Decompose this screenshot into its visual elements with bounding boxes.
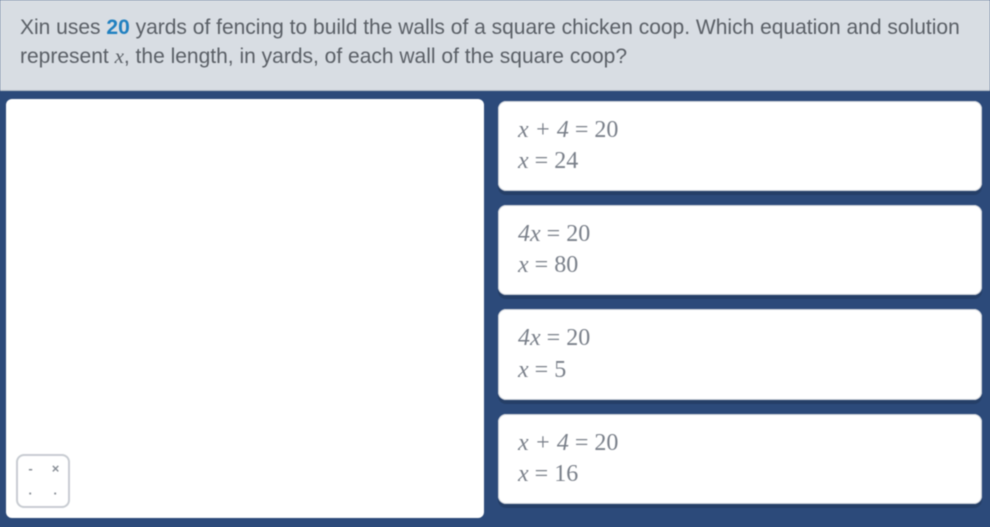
- question-header: Xin uses 20 yards of fencing to build th…: [0, 0, 990, 91]
- option-lhs: 4x: [518, 325, 541, 351]
- option-lhs: x: [518, 357, 529, 383]
- answer-option[interactable]: x + 4 = 20 x = 24: [498, 101, 982, 191]
- options-panel: x + 4 = 20 x = 24 4x = 20 x = 80 4x = 20…: [492, 99, 984, 518]
- work-panel: - × · ·: [6, 99, 484, 518]
- tool-glyph-br: ·: [53, 486, 57, 501]
- answer-option[interactable]: 4x = 20 x = 5: [498, 309, 982, 399]
- option-rhs: 20: [594, 430, 618, 456]
- option-line2: x = 80: [518, 250, 962, 281]
- option-rhs: 16: [554, 461, 578, 487]
- option-line1: x + 4 = 20: [518, 115, 962, 146]
- tool-glyph-tl: -: [28, 461, 32, 476]
- answer-option[interactable]: x + 4 = 20 x = 16: [498, 414, 982, 504]
- option-rhs: 20: [566, 221, 590, 247]
- option-rhs: 20: [566, 325, 590, 351]
- option-lhs: x + 4: [518, 117, 569, 143]
- option-line1: 4x = 20: [518, 323, 962, 354]
- question-text-mid2: , the length, in yards, of each wall of …: [124, 45, 627, 68]
- option-lhs: x + 4: [518, 430, 569, 456]
- option-lhs: x: [518, 252, 529, 278]
- option-rhs: 24: [554, 148, 578, 174]
- math-tools-button[interactable]: - × · ·: [16, 454, 70, 508]
- question-var: x: [115, 44, 124, 68]
- main-area: - × · · x + 4 = 20 x = 24 4x = 20 x = 80…: [0, 91, 990, 526]
- option-line1: x + 4 = 20: [518, 428, 962, 459]
- question-text-pre: Xin uses: [20, 16, 106, 39]
- option-rhs: 80: [554, 252, 578, 278]
- tool-glyph-tr: ×: [52, 461, 60, 476]
- option-rhs: 20: [594, 117, 618, 143]
- option-line2: x = 16: [518, 459, 962, 490]
- option-lhs: 4x: [518, 221, 541, 247]
- answer-option[interactable]: 4x = 20 x = 80: [498, 205, 982, 295]
- option-line2: x = 5: [518, 355, 962, 386]
- option-lhs: x: [518, 461, 529, 487]
- option-line2: x = 24: [518, 146, 962, 177]
- option-lhs: x: [518, 148, 529, 174]
- tool-glyph-bl: ·: [28, 486, 32, 501]
- option-line1: 4x = 20: [518, 219, 962, 250]
- option-rhs: 5: [554, 357, 566, 383]
- question-highlight: 20: [106, 16, 129, 39]
